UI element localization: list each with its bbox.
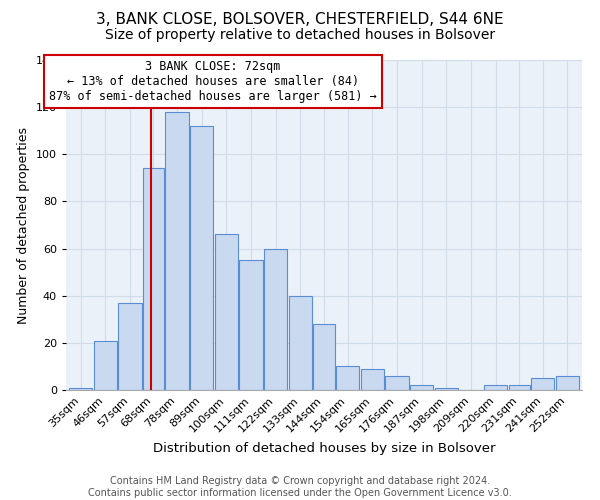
Text: 3, BANK CLOSE, BOLSOVER, CHESTERFIELD, S44 6NE: 3, BANK CLOSE, BOLSOVER, CHESTERFIELD, S… [96,12,504,28]
Bar [69,388,92,390]
Bar [94,340,117,390]
Bar [336,366,359,390]
Bar [509,386,530,390]
X-axis label: Distribution of detached houses by size in Bolsover: Distribution of detached houses by size … [153,442,495,455]
Bar [289,296,312,390]
Bar [531,378,554,390]
Y-axis label: Number of detached properties: Number of detached properties [17,126,30,324]
Bar [410,386,433,390]
Bar [434,388,458,390]
Bar [190,126,214,390]
Text: 3 BANK CLOSE: 72sqm
← 13% of detached houses are smaller (84)
87% of semi-detach: 3 BANK CLOSE: 72sqm ← 13% of detached ho… [49,60,377,103]
Bar [361,369,384,390]
Bar [166,112,189,390]
Bar [143,168,164,390]
Bar [484,386,507,390]
Bar [215,234,238,390]
Bar [385,376,409,390]
Bar [556,376,579,390]
Bar [118,303,142,390]
Text: Contains HM Land Registry data © Crown copyright and database right 2024.
Contai: Contains HM Land Registry data © Crown c… [88,476,512,498]
Text: Size of property relative to detached houses in Bolsover: Size of property relative to detached ho… [105,28,495,42]
Bar [239,260,263,390]
Bar [313,324,335,390]
Bar [264,248,287,390]
